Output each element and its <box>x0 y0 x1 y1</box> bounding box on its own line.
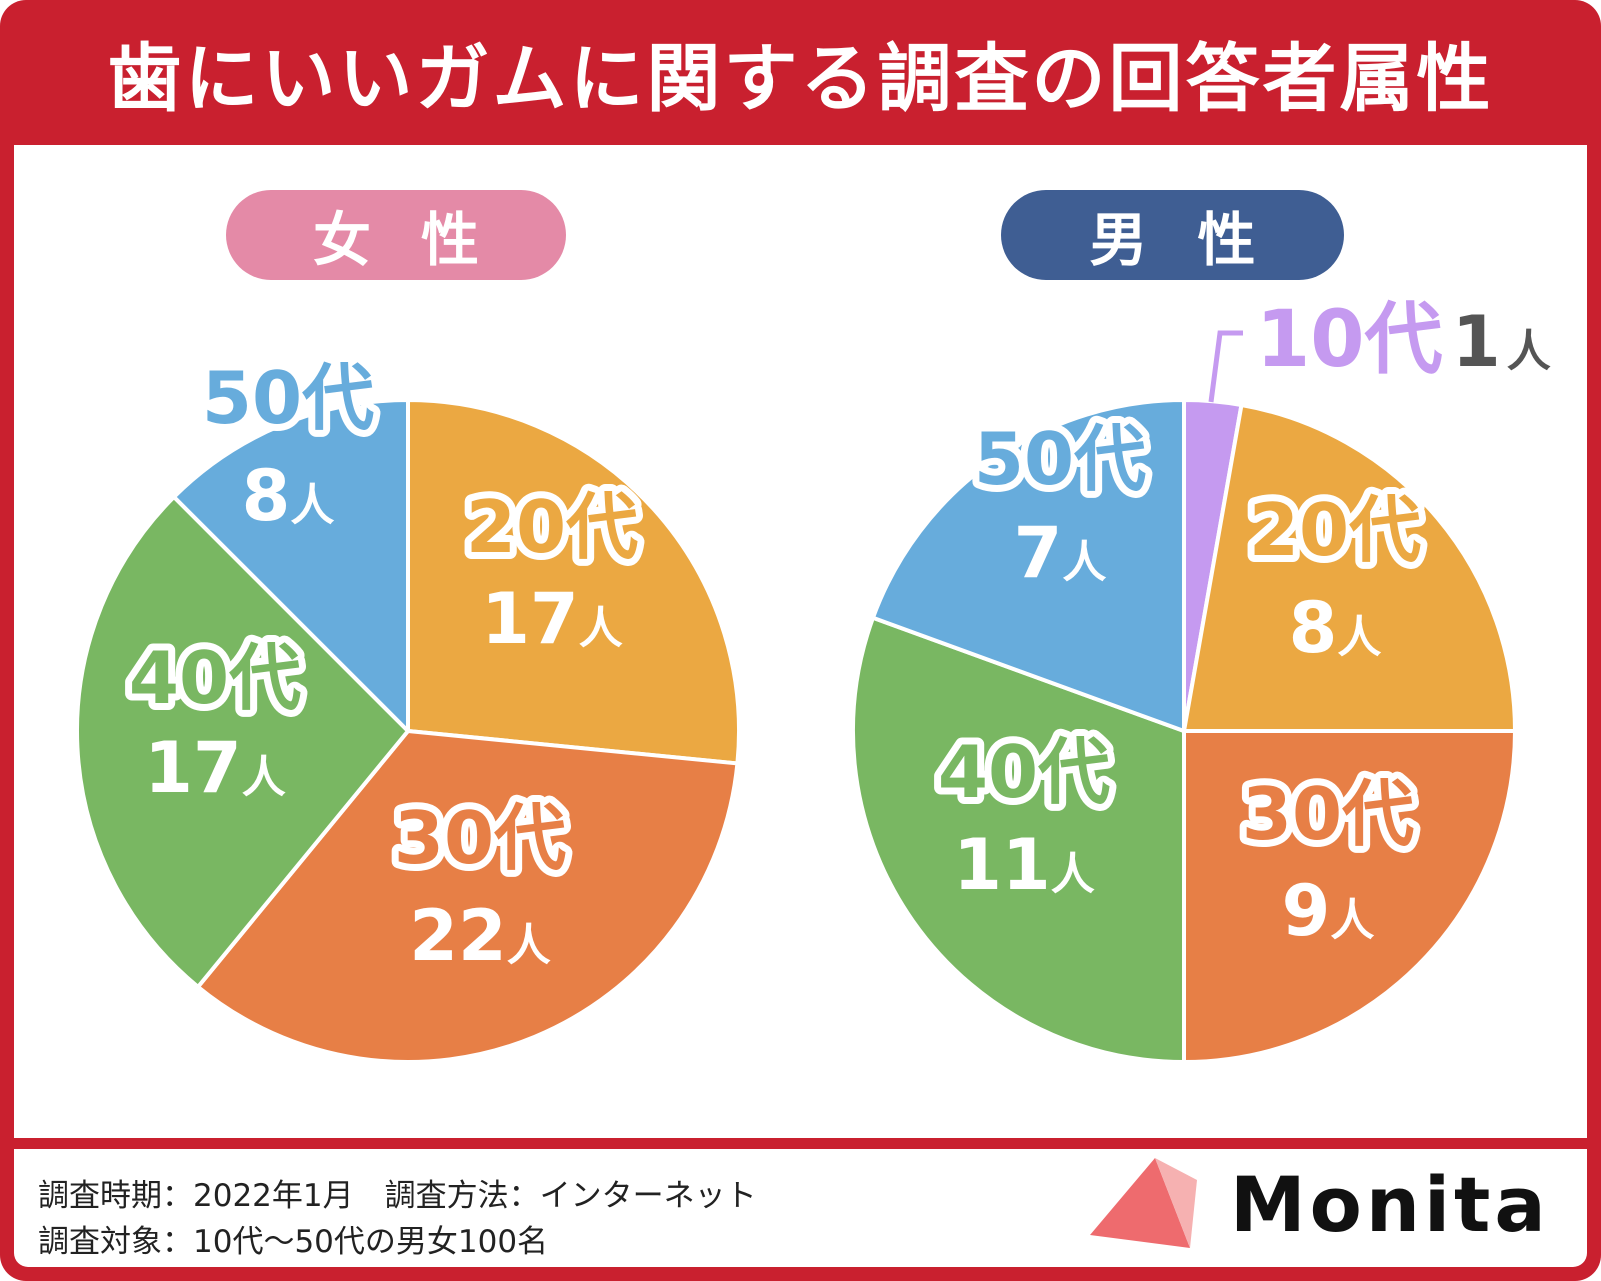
slice-20代 <box>1182 403 1517 733</box>
monita-logo-icon <box>1090 1158 1197 1248</box>
slice-30代 <box>1182 729 1517 1064</box>
pie-male <box>851 398 1517 1064</box>
slice-40代 <box>851 615 1186 1064</box>
slice-category-label: 50代 <box>974 417 1146 501</box>
slice-30代 <box>196 729 740 1064</box>
survey-period: 調査時期：2022年1月 調査方法：インターネット <box>38 1178 757 1214</box>
slice-category-label: 50代 <box>202 356 374 440</box>
slice-40代 <box>75 494 410 989</box>
callout-line <box>1208 330 1243 403</box>
slice-value-label: 17人 <box>144 727 285 809</box>
slice-category-label: 40代 <box>129 636 301 720</box>
male-label: 男性 <box>1001 190 1344 280</box>
slice-value-label: 8人 <box>1289 587 1382 669</box>
slice-category-label: 20代 <box>1249 488 1421 572</box>
slice-50代 <box>171 398 410 733</box>
slice-value-label: 7人 <box>1014 512 1107 594</box>
slice-50代 <box>870 398 1186 733</box>
slice-category-label: 20代 <box>466 485 638 569</box>
brand-name: Monita <box>1230 1160 1550 1249</box>
slice-category-label: 30代 <box>394 796 566 880</box>
footer <box>14 1149 1587 1267</box>
pie-female <box>75 398 741 1064</box>
chart-title: 歯にいいガムに関する調査の回答者属性 <box>107 36 1494 122</box>
slice-value-label: 8人 <box>242 455 335 537</box>
slice-category-label: 30代 <box>1242 772 1414 856</box>
survey-target: 調査対象：10代〜50代の男女100名 <box>38 1224 549 1260</box>
logo-triangle-icon <box>1090 1158 1190 1248</box>
slice-category-label: 40代 <box>938 730 1110 814</box>
female-label: 女性 <box>226 190 566 280</box>
slice-value-label: 22人 <box>409 895 550 977</box>
slice-20代 <box>406 398 741 766</box>
slice-value-label: 11人 <box>953 824 1094 906</box>
slice-value-label: 9人 <box>1282 870 1375 952</box>
slice-value-label: 17人 <box>481 578 622 660</box>
slice-category-label: 10代 <box>1256 295 1443 385</box>
